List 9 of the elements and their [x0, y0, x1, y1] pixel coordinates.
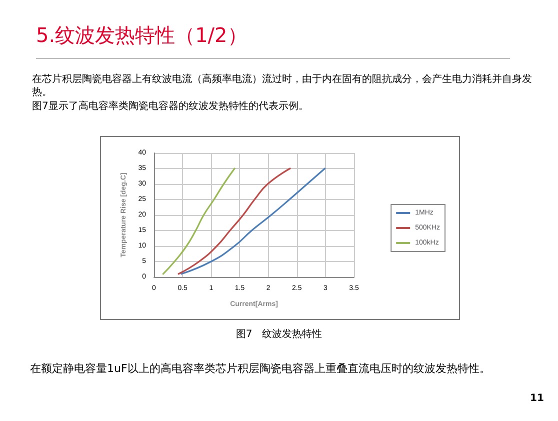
line-series — [180, 168, 326, 275]
chart-title: 5.纹波发热特性（1/2） — [36, 22, 248, 49]
text: 11 — [530, 393, 544, 404]
line-series — [178, 168, 291, 275]
caption: 图7显示了高电容率类陶瓷电容器的纹波发热特性的代表示例。 — [32, 100, 310, 113]
text: 在芯片积层陶瓷电容器上有纹波电流（高频率电流）流过时，由于内在固有的阻抗成分，会产生电力消耗并自身发热。 — [32, 73, 532, 99]
line-series — [162, 168, 236, 275]
text: 在额定静电容量1uF以上的高电容率类芯片积层陶瓷电容器上重叠直流电压时的纹波发热特性。 — [30, 362, 492, 375]
caption: 图7 纹波发热特性 — [234, 328, 324, 341]
